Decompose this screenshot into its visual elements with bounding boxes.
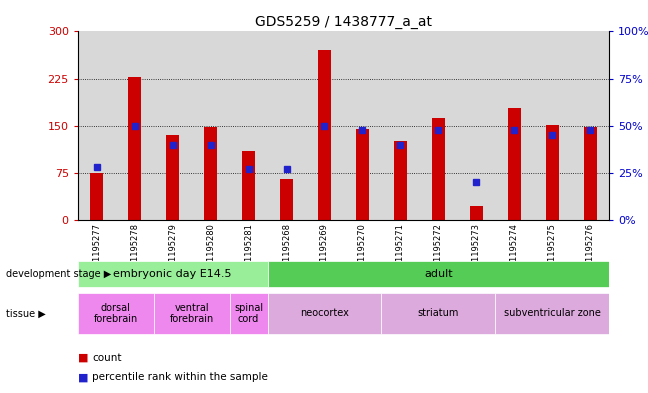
FancyBboxPatch shape bbox=[78, 293, 154, 334]
Bar bbox=[343, 31, 382, 220]
FancyBboxPatch shape bbox=[268, 293, 382, 334]
Bar bbox=[583, 127, 597, 220]
Text: embryonic day E14.5: embryonic day E14.5 bbox=[113, 269, 232, 279]
FancyBboxPatch shape bbox=[382, 293, 495, 334]
Bar bbox=[533, 31, 571, 220]
Bar bbox=[457, 31, 495, 220]
Bar bbox=[280, 179, 293, 220]
Text: ■: ■ bbox=[78, 372, 88, 382]
Bar bbox=[507, 108, 521, 220]
Bar bbox=[242, 151, 255, 220]
Title: GDS5259 / 1438777_a_at: GDS5259 / 1438777_a_at bbox=[255, 15, 432, 29]
Text: dorsal
forebrain: dorsal forebrain bbox=[93, 303, 138, 324]
Text: subventricular zone: subventricular zone bbox=[503, 309, 601, 318]
Text: striatum: striatum bbox=[418, 309, 459, 318]
FancyBboxPatch shape bbox=[229, 293, 268, 334]
FancyBboxPatch shape bbox=[78, 261, 268, 287]
FancyBboxPatch shape bbox=[268, 261, 609, 287]
Bar bbox=[318, 50, 331, 220]
Text: adult: adult bbox=[424, 269, 453, 279]
Bar bbox=[229, 31, 268, 220]
Bar bbox=[166, 135, 179, 220]
Text: ■: ■ bbox=[78, 353, 88, 363]
Bar bbox=[470, 206, 483, 220]
Text: count: count bbox=[92, 353, 122, 363]
Bar bbox=[204, 127, 217, 220]
Bar bbox=[356, 129, 369, 220]
Text: spinal
cord: spinal cord bbox=[234, 303, 263, 324]
Text: percentile rank within the sample: percentile rank within the sample bbox=[92, 372, 268, 382]
Bar bbox=[154, 31, 192, 220]
Bar bbox=[419, 31, 457, 220]
FancyBboxPatch shape bbox=[495, 293, 609, 334]
Bar bbox=[116, 31, 154, 220]
Bar bbox=[495, 31, 533, 220]
Text: tissue ▶: tissue ▶ bbox=[6, 309, 46, 318]
Bar bbox=[382, 31, 419, 220]
Bar bbox=[78, 31, 116, 220]
Bar bbox=[546, 125, 559, 220]
Bar bbox=[128, 77, 141, 220]
Bar bbox=[192, 31, 229, 220]
Text: development stage ▶: development stage ▶ bbox=[6, 269, 111, 279]
Bar bbox=[394, 141, 407, 220]
Bar bbox=[432, 118, 445, 220]
Bar bbox=[90, 173, 104, 220]
Text: neocortex: neocortex bbox=[300, 309, 349, 318]
FancyBboxPatch shape bbox=[154, 293, 229, 334]
Bar bbox=[268, 31, 305, 220]
Bar bbox=[305, 31, 343, 220]
Bar bbox=[571, 31, 609, 220]
Text: ventral
forebrain: ventral forebrain bbox=[170, 303, 214, 324]
